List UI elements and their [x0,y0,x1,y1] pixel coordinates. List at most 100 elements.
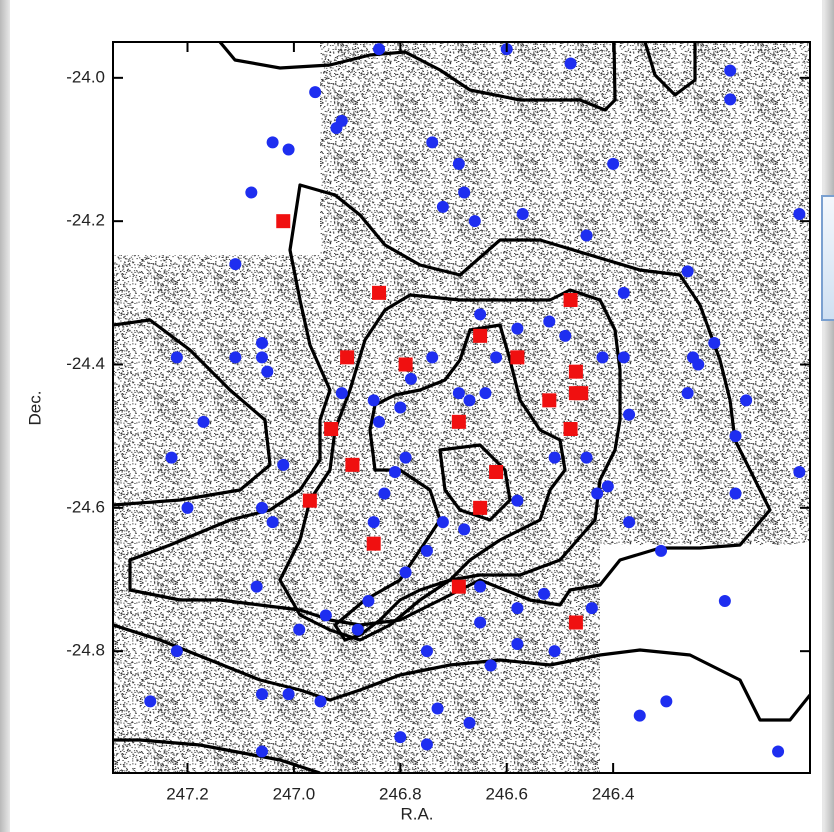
square-marker [451,414,466,429]
circle-marker [468,215,481,228]
circle-marker [335,114,348,127]
circle-marker [458,186,471,199]
circle-marker [729,487,742,500]
contour [333,323,567,642]
circle-marker [373,43,386,56]
circle-marker [420,544,433,557]
circle-marker [463,716,476,729]
circle-marker [399,566,412,579]
x-tick-label: 246.4 [592,784,635,803]
square-marker [451,579,466,594]
circle-marker [580,229,593,242]
circle-marker [335,387,348,400]
circle-marker [511,322,524,335]
circle-marker [633,709,646,722]
circle-marker [452,157,465,170]
circle-marker [250,580,263,593]
blank-region [600,540,810,773]
square-marker [568,364,583,379]
circle-marker [309,86,322,99]
contour [128,183,772,627]
circle-marker [516,208,529,220]
circle-marker [655,544,668,557]
circle-marker [724,93,737,106]
circle-marker [282,688,295,701]
square-marker [276,214,291,229]
square-marker [366,536,381,551]
circle-marker [388,466,401,478]
circle-marker [170,645,183,658]
circle-marker [420,738,433,751]
circle-marker [474,616,487,629]
circle-marker [548,645,561,658]
circle-marker [362,595,375,607]
circle-marker [474,580,487,593]
circle-marker [511,494,524,507]
circle-marker [351,623,364,636]
background-field [113,42,810,773]
x-tick-label: 246.6 [485,784,528,803]
circle-marker [436,200,449,213]
circle-marker [436,516,449,529]
circle-marker [623,408,636,421]
plot-frame [112,41,811,774]
x-tick-label: 247.0 [273,784,316,803]
y-tick-label: -24.6 [66,497,105,516]
contour [278,288,622,642]
markers [144,43,806,758]
circle-marker [617,286,630,299]
circle-marker [490,351,503,364]
circle-marker [548,451,561,464]
circle-marker [170,351,183,364]
circle-marker [463,394,476,407]
y-tick-label: -24.8 [66,641,105,660]
square-marker [473,328,488,343]
circle-marker [617,351,630,364]
circle-marker [255,337,268,349]
circle-marker [474,308,487,321]
circle-marker [543,315,556,328]
blank-region [113,42,320,255]
square-marker [372,285,387,300]
side-box [821,195,834,321]
circle-marker [319,609,332,622]
y-axis-label: Dec. [25,391,44,426]
circle-marker [314,695,327,708]
circle-marker [724,64,737,77]
circle-marker [479,387,492,400]
circle-marker [404,372,417,385]
circle-marker [266,516,279,529]
square-marker [324,422,339,436]
contour [113,318,272,507]
circle-marker [681,387,694,400]
contour [438,443,512,522]
circle-marker [266,136,279,149]
y-tick-label: -24.4 [66,354,105,373]
square-marker [398,357,413,372]
square-marker [510,350,525,365]
circle-marker [559,329,572,342]
circle-marker [596,351,609,364]
circle-marker [708,337,721,349]
circle-marker [426,136,439,149]
circle-marker [564,57,577,70]
circle-marker [165,451,178,464]
circle-marker [255,745,268,758]
contours [113,42,810,773]
circle-marker [740,394,753,407]
circle-marker [591,487,604,500]
circle-marker [255,688,268,701]
square-marker [568,615,583,630]
square-marker [574,386,589,401]
circle-marker [420,645,433,658]
circle-marker [452,387,465,400]
square-marker [345,457,360,472]
circle-marker [601,480,614,493]
circle-marker [772,745,785,758]
circle-marker [229,351,242,364]
square-marker [563,293,578,307]
circle-marker [537,587,550,600]
circle-marker [293,623,306,636]
